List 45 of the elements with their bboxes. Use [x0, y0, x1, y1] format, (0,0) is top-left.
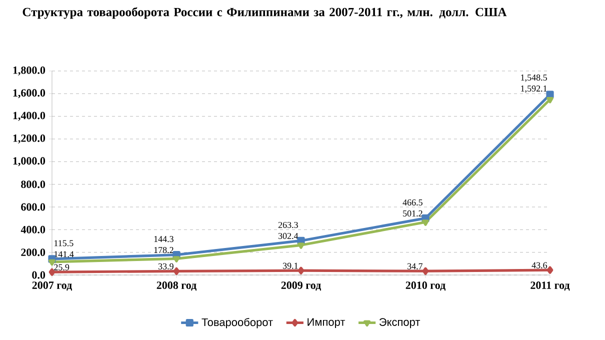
x-tick-label: 2011 год [530, 282, 570, 291]
point [48, 268, 56, 276]
legend-label: Импорт [308, 318, 346, 328]
point [422, 220, 429, 226]
point [546, 266, 554, 274]
data-label: 302.4 [278, 232, 298, 240]
data-label: 178.2 [154, 246, 174, 254]
data-label: 501.2 [403, 210, 422, 216]
x-tick-label: 2009 год [281, 282, 321, 291]
point [422, 267, 429, 275]
legend-label: Товарооборот [202, 318, 273, 328]
point [48, 259, 56, 266]
data-label: 263.3 [278, 222, 298, 228]
data-label: 141.4 [54, 251, 74, 258]
point [546, 96, 554, 104]
data-label: 39.1 [282, 262, 298, 269]
y-tick-label: 600.0 [21, 203, 46, 211]
legend-label: Экспорт [379, 318, 420, 328]
x-tick-label: 2008 год [156, 282, 196, 291]
y-tick-label: 800.0 [21, 180, 46, 188]
point [546, 90, 554, 98]
y-tick-label: 0.0 [32, 271, 46, 279]
x-tick-label: 2007 год [32, 282, 72, 291]
chart-title: Структура товарооборота России с Филиппинами за 2007-2011 гг., млн. долл. США [22, 7, 507, 19]
data-label: 115.5 [54, 240, 74, 246]
point [173, 267, 180, 275]
y-tick-label: 200.0 [21, 248, 46, 256]
y-tick-label: 1,400.0 [13, 112, 46, 121]
data-label: 25.9 [54, 264, 70, 270]
data-label: 144.3 [154, 236, 174, 242]
y-tick-label: 1,000.0 [13, 157, 46, 166]
y-tick-label: 1,600.0 [13, 89, 46, 98]
x-tick-label: 2010 год [406, 282, 446, 291]
y-tick-label: 1,800.0 [13, 66, 46, 76]
y-tick-label: 1,200.0 [13, 134, 46, 144]
data-label: 33.9 [158, 263, 174, 270]
point [298, 266, 304, 274]
data-label: 466.5 [402, 199, 422, 206]
data-label: 43.6 [532, 262, 548, 268]
data-label: 1,548.5 [521, 74, 547, 82]
point [298, 242, 304, 249]
data-label: 34.7 [407, 263, 423, 270]
y-tick-label: 400.0 [20, 226, 46, 234]
data-label: 1,592.1 [521, 86, 547, 93]
point [173, 256, 180, 262]
